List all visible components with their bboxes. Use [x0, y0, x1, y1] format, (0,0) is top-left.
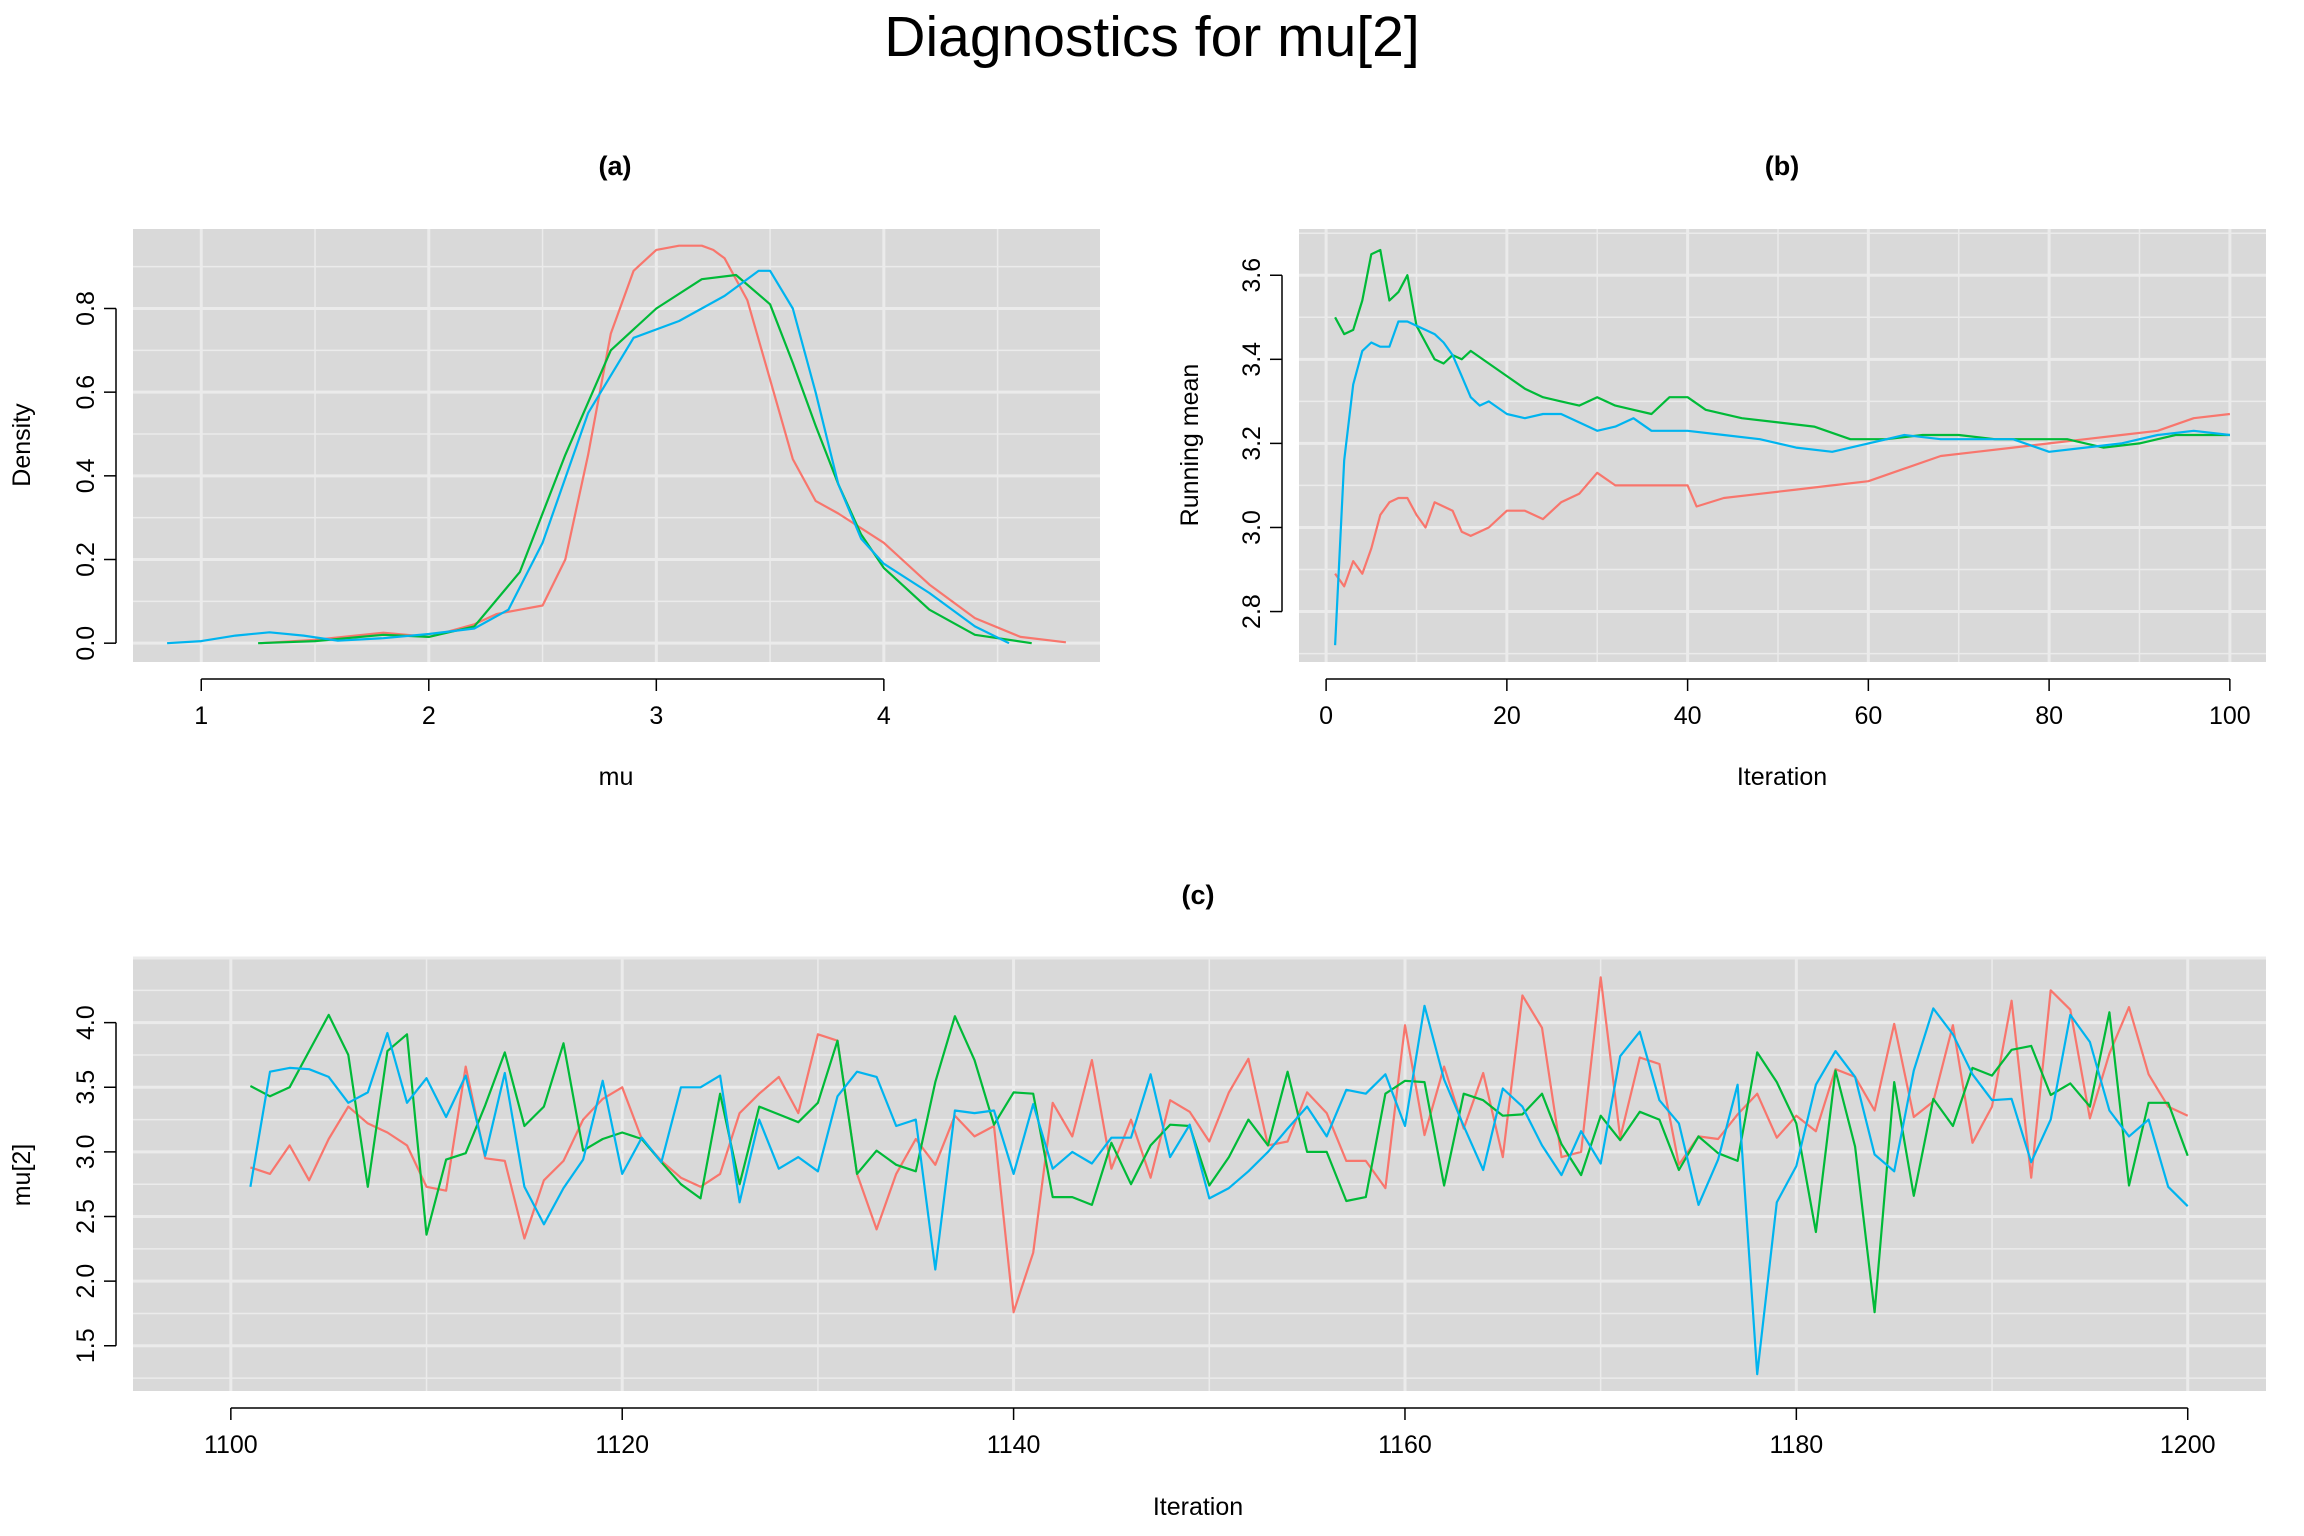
y-tick-label: 0.2: [72, 542, 100, 577]
x-tick-label: 20: [1493, 702, 1521, 730]
panel-c-grid: [133, 956, 2266, 1391]
y-tick-label: 3.5: [72, 1070, 100, 1105]
series-line-chain-1: [250, 976, 2189, 1314]
y-tick-label: 2.8: [1238, 594, 1266, 629]
series-line-chain-1: [260, 244, 1067, 645]
panel-b-y-axis-title: Running mean: [1176, 364, 1204, 527]
series-line-chain-2: [1334, 248, 2230, 449]
series-line-chain-3: [167, 269, 1010, 645]
x-tick-label: 1: [194, 702, 208, 730]
panel-b-title: (b): [1765, 151, 1799, 181]
panel-a-y-ticks: 0.0 0.2 0.4 0.6 0.8: [72, 291, 117, 661]
series-line-chain-3: [249, 1004, 2189, 1376]
panel-c-trace: (c) 1100 1120 1140 1160 1180 1200 1.5 2.0 2.5 3.…: [8, 880, 2266, 1521]
x-tick-label: 1100: [204, 1431, 258, 1459]
panel-a-title: (a): [599, 151, 632, 181]
x-tick-label: 40: [1674, 702, 1702, 730]
x-tick-label: 3: [649, 702, 663, 730]
x-tick-label: 1140: [987, 1431, 1041, 1459]
panel-a-x-ticks: 1 2 3 4: [194, 678, 891, 730]
series-line-chain-1: [1334, 412, 2231, 588]
panel-b-y-ticks: 2.8 3.0 3.2 3.4 3.6: [1238, 258, 1283, 629]
panel-a-grid: [133, 229, 1100, 662]
y-tick-label: 3.6: [1238, 258, 1266, 293]
y-tick-label: 0.4: [72, 458, 100, 493]
series-line-chain-2: [249, 1011, 2189, 1314]
panel-a-y-axis-title: Density: [8, 403, 36, 487]
y-tick-label: 0.8: [72, 291, 100, 326]
x-tick-label: 1120: [595, 1431, 649, 1459]
panel-c-series: [249, 976, 2189, 1376]
y-tick-label: 4.0: [72, 1005, 100, 1040]
series-line-chain-3: [1334, 320, 2231, 646]
y-tick-label: 3.0: [1238, 510, 1266, 545]
x-tick-label: 1200: [2160, 1431, 2216, 1459]
panel-b-series: [1334, 248, 2231, 646]
x-tick-label: 80: [2035, 702, 2063, 730]
series-line-chain-2: [258, 273, 1032, 645]
x-tick-label: 1180: [1769, 1431, 1823, 1459]
panel-c-x-axis-title: Iteration: [1153, 1493, 1243, 1521]
y-tick-label: 0.6: [72, 375, 100, 410]
x-tick-label: 4: [877, 702, 891, 730]
y-tick-label: 0.0: [72, 626, 100, 661]
panel-b-x-ticks: 0 20 40 60 80 100: [1319, 678, 2251, 730]
y-tick-label: 2.5: [72, 1199, 100, 1234]
x-tick-label: 2: [422, 702, 436, 730]
y-tick-label: 3.0: [72, 1134, 100, 1169]
x-tick-label: 60: [1854, 702, 1882, 730]
y-tick-label: 3.4: [1238, 342, 1266, 377]
panel-a-density: (a) 1 2 3 4 0.0 0.2 0.4 0.6 0.8 mu Density: [8, 151, 1100, 791]
panel-c-x-ticks: 1100 1120 1140 1160 1180 1200: [204, 1407, 2216, 1459]
panel-a-series: [167, 244, 1067, 645]
x-tick-label: 100: [2209, 702, 2251, 730]
panel-a-background: [133, 229, 1100, 662]
panel-b-grid: [1299, 229, 2266, 662]
panel-c-y-axis-title: mu[2]: [8, 1144, 36, 1207]
figure-title: Diagnostics for mu[2]: [884, 5, 1419, 69]
y-tick-label: 3.2: [1238, 426, 1266, 461]
x-tick-label: 0: [1319, 702, 1333, 730]
panel-c-y-ticks: 1.5 2.0 2.5 3.0 3.5 4.0: [72, 1005, 117, 1363]
y-tick-label: 1.5: [72, 1328, 100, 1363]
panel-a-x-axis-title: mu: [599, 763, 634, 791]
panel-b-x-axis-title: Iteration: [1737, 763, 1827, 791]
y-tick-label: 2.0: [72, 1264, 100, 1299]
x-tick-label: 1160: [1378, 1431, 1432, 1459]
panel-c-title: (c): [1182, 880, 1215, 910]
panel-b-running-mean: (b) 0 20 40 60 80 100 2.8 3.0 3.2 3.4 3.6 Iterati…: [1176, 151, 2266, 791]
